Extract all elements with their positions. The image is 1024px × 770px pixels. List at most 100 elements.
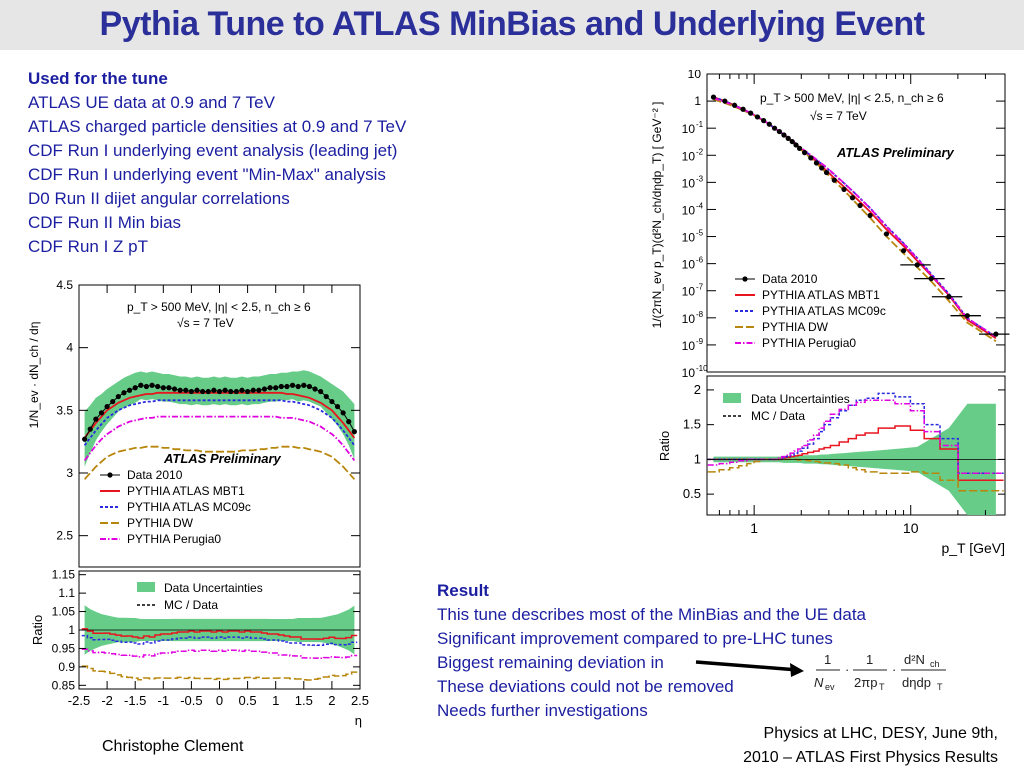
y-tick-label: 4.5	[56, 278, 73, 292]
data-point	[132, 385, 138, 391]
data-point	[98, 410, 105, 416]
ratio-y-tick-label: 1.1	[58, 586, 75, 600]
footer-line1: Physics at LHC, DESY, June 9th,	[763, 725, 998, 742]
y-tick-label: 10	[682, 285, 696, 299]
x-tick-label: 2.5	[351, 693, 369, 708]
data-point	[823, 169, 830, 176]
legend-label: PYTHIA DW	[762, 320, 829, 334]
atlas-preliminary-label: ATLAS Preliminary	[163, 451, 282, 466]
y-tick-label: 10	[688, 70, 702, 81]
ratio-y-tick-label: 0.9	[58, 660, 75, 674]
atlas-preliminary-label: ATLAS Preliminary	[836, 145, 955, 160]
x-tick-label: 10	[903, 520, 919, 536]
data-point	[914, 262, 920, 268]
data-point	[318, 388, 324, 395]
data-point	[785, 135, 791, 141]
arrow-line	[695, 660, 799, 672]
legend-label: PYTHIA Perugia0	[762, 336, 856, 350]
ratio-y-tick-label: 1.5	[683, 417, 701, 432]
data-point	[946, 294, 952, 300]
data-point	[831, 177, 837, 183]
y-tick-label: 10	[682, 312, 696, 326]
list-item: Needs further investigations	[437, 701, 648, 720]
data-point	[289, 382, 296, 388]
formula-num3: d²N	[904, 652, 925, 667]
list-item: This tune describes most of the MinBias …	[437, 605, 867, 624]
data-point	[110, 398, 116, 405]
data-point	[781, 132, 787, 138]
legend-label: PYTHIA Perugia0	[127, 532, 221, 546]
data-point	[748, 110, 754, 116]
slide-title: Pythia Tune to ATLAS MinBias and Underly…	[99, 5, 925, 43]
y-tick-label: 10	[682, 176, 696, 190]
y-tick-label: 1	[694, 94, 701, 108]
data-point	[273, 385, 279, 391]
legend-label: PYTHIA ATLAS MBT1	[127, 484, 245, 498]
x-tick-label: -1	[158, 693, 170, 708]
cut-label: p_T > 500 MeV, |η| < 2.5, n_ch ≥ 6	[127, 300, 311, 314]
data-point	[93, 416, 99, 422]
list-item: ATLAS UE data at 0.9 and 7 TeV	[28, 93, 275, 112]
formula-arrow-graphic: 1 N ev · 1 2πp T · d²N ch dηdp T	[695, 652, 946, 692]
data-point	[211, 387, 217, 393]
list-item: Biggest remaining deviation in	[437, 653, 664, 672]
ratio-y-tick-label: 2	[694, 382, 701, 397]
data-point	[295, 383, 301, 390]
ratio-line-pythia-atlas-mbt1	[81, 628, 358, 640]
data-point	[82, 436, 88, 442]
data-point	[312, 386, 318, 392]
x-tick-label: 1	[750, 520, 758, 536]
data-point	[761, 118, 767, 124]
energy-label: √s = 7 TeV	[810, 109, 867, 123]
data-point	[813, 160, 820, 166]
data-point	[194, 387, 200, 393]
formula-sub2: T	[879, 682, 885, 692]
data-point	[284, 383, 290, 390]
formula-den1: N	[814, 675, 824, 690]
legend-label: PYTHIA ATLAS MBT1	[762, 288, 880, 302]
ratio-legend-label: MC / Data	[164, 598, 218, 612]
footer-line2: 2010 – ATLAS First Physics Results	[743, 749, 998, 766]
ratio-line-pythia-atlas-mc09c	[81, 634, 358, 646]
ratio-y-tick-label: 0.5	[683, 486, 701, 501]
data-point	[793, 142, 799, 148]
formula-sub3d: T	[937, 682, 943, 692]
x-axis-label: p_T [GeV]	[941, 540, 1005, 556]
formula-dot1: ·	[845, 662, 849, 677]
data-point	[710, 94, 717, 100]
arrow-head	[790, 663, 804, 677]
main-plot-frame	[706, 73, 1006, 373]
data-point	[346, 419, 352, 425]
data-point	[776, 128, 783, 135]
data-point	[883, 231, 890, 237]
y-tick-exponent: -1	[696, 120, 704, 129]
data-point	[177, 387, 183, 393]
title-bar	[0, 0, 1024, 50]
data-point	[841, 186, 847, 192]
list-item: CDF Run I Z pT	[28, 237, 148, 256]
series-line-pythia-atlas-mc09c	[713, 96, 997, 338]
data-point	[256, 387, 262, 393]
data-point	[228, 388, 234, 395]
data-point	[188, 388, 194, 395]
list-item: D0 Run II dijet angular correlations	[28, 189, 290, 208]
x-tick-label: 1	[272, 693, 279, 708]
used-for-tune-list: Used for the tune ATLAS UE data at 0.9 a…	[28, 67, 406, 259]
data-point	[200, 388, 206, 395]
formula-num1: 1	[824, 652, 831, 667]
data-point	[205, 388, 211, 395]
data-point	[267, 385, 273, 391]
ratio-legend-label: Data Uncertainties	[751, 392, 850, 406]
y-tick-label: 10	[682, 339, 696, 353]
data-point	[278, 383, 284, 390]
y-tick-exponent: -4	[696, 201, 704, 210]
legend-label: Data 2010	[127, 468, 183, 482]
data-point	[722, 98, 728, 104]
data-point	[849, 195, 856, 201]
data-point	[166, 385, 172, 391]
y-tick-exponent: -9	[696, 337, 704, 346]
formula-dot2: ·	[892, 662, 896, 677]
ratio-line-pythia-dw	[707, 458, 1004, 492]
data-point	[796, 145, 803, 151]
